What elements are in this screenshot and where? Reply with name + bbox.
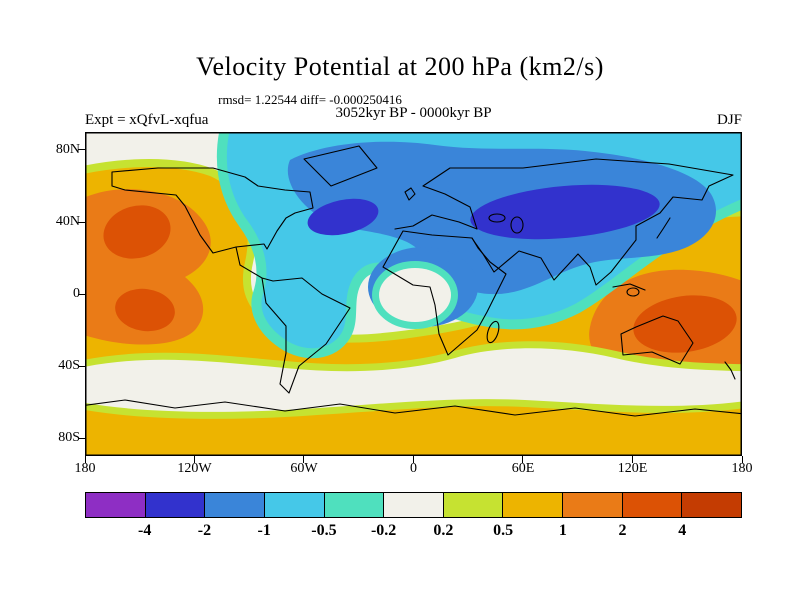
field-core-asia [470, 184, 660, 240]
y-tick-mark [78, 149, 85, 151]
map-plot [78, 132, 743, 463]
colorbar-cell [503, 493, 564, 517]
colorbar-cell [145, 493, 206, 517]
colorbar-level-label: -1 [257, 522, 271, 539]
season-label: DJF [716, 112, 742, 128]
field-core-pacific-south [115, 288, 175, 332]
colorbar-level-label: 2 [618, 522, 627, 539]
colorbar-cell [86, 493, 146, 517]
plot-frame [85, 132, 742, 456]
field-core-europe-atlantic [307, 198, 379, 236]
colorbar-level-label: -2 [197, 522, 212, 539]
coastlines [85, 145, 742, 417]
y-tick-mark [78, 293, 85, 295]
x-tick-label: 120W [177, 461, 212, 476]
y-tick-mark [78, 365, 85, 367]
colorbar-cell [443, 493, 504, 517]
map-field [85, 132, 742, 456]
colorbar-cell [324, 493, 385, 517]
x-tick-label: 60W [290, 461, 318, 476]
colorbar-cell [682, 493, 742, 517]
field-white-equatorial [372, 261, 458, 329]
y-tick-label: 40N [55, 214, 80, 229]
colorbar-cell [264, 493, 325, 517]
y-tick-label: 80S [58, 430, 80, 445]
colorbar-labels: -4 -2 -1 -0.5 -0.2 0.2 0.5 1 2 4 [85, 522, 742, 542]
colorbar-level-label: 1 [558, 522, 567, 539]
x-axis-labels: 180 120W 60W 0 60E 120E 180 [75, 461, 753, 481]
x-tick-mark [193, 456, 195, 463]
x-tick-label: 180 [731, 461, 753, 476]
colorbar-cell [205, 493, 265, 517]
colorbar-level-label: 4 [678, 522, 687, 539]
colorbar-cell [563, 493, 623, 517]
x-tick-mark [84, 456, 86, 463]
colorbar-level-label: -4 [138, 522, 152, 539]
y-tick-mark [78, 221, 85, 223]
y-axis-labels: 80N 40N 0 40S 80S [28, 132, 80, 456]
y-tick-label: 40S [58, 358, 80, 373]
colorbar-cell [384, 493, 444, 517]
field-core-australia [633, 295, 737, 353]
x-tick-mark [303, 456, 305, 463]
field-core-pacific-north [103, 205, 171, 259]
x-tick-mark [632, 456, 633, 463]
period-label: 3052kyr BP - 0000kyr BP [335, 105, 492, 121]
x-tick-mark [522, 456, 524, 463]
y-tick-mark [78, 437, 85, 439]
colorbar-level-label: -0.2 [370, 522, 397, 539]
x-tick-label: 180 [74, 461, 96, 476]
page-title: Velocity Potential at 200 hPa (km2/s) [196, 52, 604, 81]
x-tick-label: 0 [410, 461, 417, 476]
stats-line: rmsd= 1.22544 diff= -0.000250416 [218, 92, 402, 107]
colorbar-level-label: -0.5 [311, 522, 337, 539]
colorbar-level-label: 0.2 [433, 522, 454, 539]
x-tick-label: 60E [511, 461, 535, 476]
experiment-label: Expt = xQfvL-xqfua [85, 112, 209, 128]
x-tick-label: 120E [617, 461, 648, 476]
x-tick-mark [741, 456, 743, 463]
colorbar-level-label: 0.5 [493, 522, 514, 539]
x-tick-mark [413, 456, 414, 463]
colorbar [85, 492, 742, 518]
y-tick-label: 0 [73, 286, 80, 301]
colorbar-cell [622, 493, 683, 517]
y-tick-label: 80N [55, 141, 80, 157]
